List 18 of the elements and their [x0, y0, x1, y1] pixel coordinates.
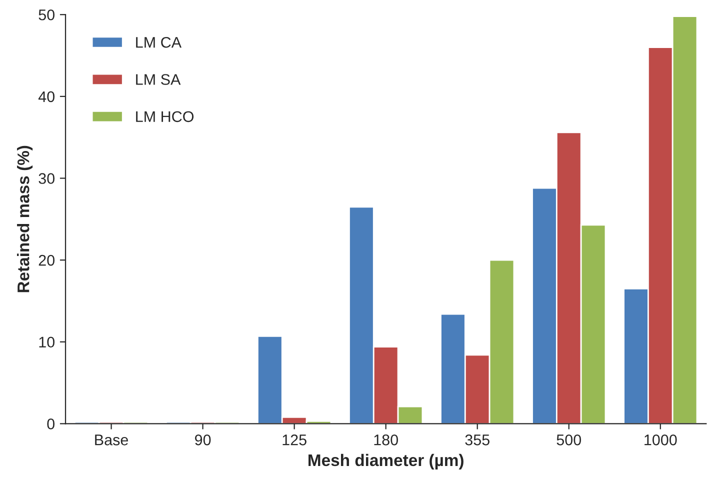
- x-tick-label: 1000: [644, 434, 677, 446]
- legend-label: LM SA: [136, 74, 181, 85]
- y-tick-label: 50: [38, 9, 55, 20]
- x-tick-label: Base: [95, 434, 128, 446]
- legend-label: LM HCO: [136, 111, 194, 122]
- x-axis-title: Mesh diameter (µm): [308, 454, 464, 470]
- y-tick-label: 20: [38, 254, 55, 266]
- x-tick-label: 180: [374, 434, 398, 446]
- legend-label: LM CA: [136, 36, 182, 48]
- y-axis-title: Retained mass (%): [17, 146, 33, 292]
- x-tick-label: 125: [282, 434, 306, 446]
- x-tick-label: 500: [556, 434, 582, 446]
- y-tick-label: 40: [38, 91, 55, 102]
- y-tick-label: 30: [38, 173, 55, 184]
- x-tick-label: 355: [465, 434, 490, 446]
- x-tick-label: 90: [195, 434, 211, 446]
- y-tick-label: 10: [39, 336, 55, 348]
- y-tick-label: 0: [47, 418, 55, 430]
